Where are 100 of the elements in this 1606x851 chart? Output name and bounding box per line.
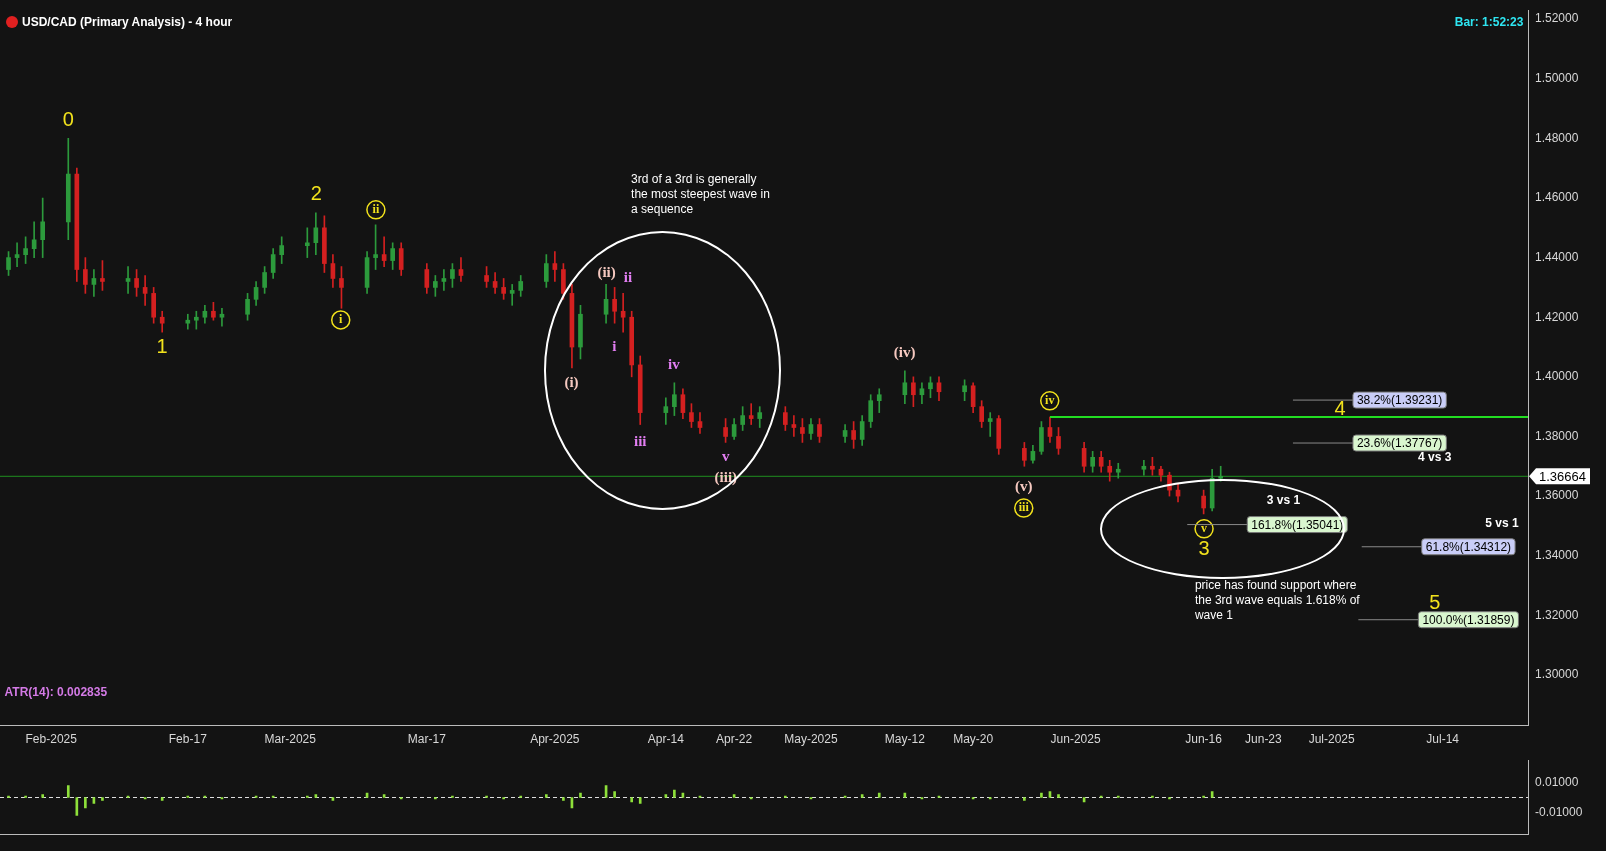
candlestick: [14, 242, 20, 267]
bar: [749, 797, 753, 800]
x-tick-label: May-12: [884, 732, 926, 747]
bar: [877, 792, 881, 798]
y-tick-label: 1.46000: [1535, 190, 1579, 205]
bar: [784, 795, 787, 798]
candlestick: [219, 307, 225, 327]
annotation: 4 vs 3: [1418, 450, 1452, 465]
y-tick-label: 1.34000: [1535, 548, 1579, 563]
candlestick: [125, 266, 131, 294]
bar: [630, 797, 634, 803]
candlestick: [91, 269, 97, 297]
bar: [613, 791, 616, 798]
annotation: 0: [62, 107, 74, 130]
annotation: iv: [668, 355, 681, 372]
y-tick-label: 1.42000: [1535, 309, 1579, 324]
annotation: Bar: 1:52:23: [1454, 14, 1524, 29]
annotation: (v): [1015, 478, 1033, 496]
bar: [1057, 794, 1060, 798]
candlestick: [381, 236, 387, 267]
candlestick: [304, 227, 310, 258]
x-tick-label: Mar-17: [407, 732, 447, 747]
y-tick-label: -0.01000: [1535, 804, 1583, 819]
bar: [638, 797, 642, 804]
bar: [1023, 797, 1026, 801]
y-tick-label: 1.30000: [1535, 667, 1579, 682]
x-tick-label: May-20: [953, 732, 994, 747]
candlestick: [663, 397, 669, 425]
candlestick: [441, 269, 447, 291]
bar: [399, 797, 403, 800]
bar: [502, 797, 505, 800]
annotation: 3 vs 1: [1266, 493, 1301, 508]
bar: [1151, 795, 1154, 798]
bar: [562, 797, 565, 801]
x-tick-label: Jun-23: [1245, 732, 1283, 747]
annotation: iii: [1018, 500, 1030, 515]
annotation: 2: [310, 182, 322, 205]
bar: [1040, 792, 1043, 798]
bar: [1168, 797, 1171, 800]
bar: [305, 795, 309, 798]
candlestick: [1115, 462, 1121, 479]
annotation: (iv): [893, 343, 916, 361]
annotation: 3: [1198, 537, 1210, 560]
annotation: iii: [633, 433, 647, 450]
bar: [160, 797, 164, 801]
annotation: (iii): [714, 468, 738, 486]
annotation: 61.8%(1.34312): [1425, 540, 1512, 555]
x-tick-label: Apr-14: [647, 732, 685, 747]
bar: [66, 785, 70, 798]
candlestick: [552, 251, 558, 282]
annotation: i: [339, 312, 344, 327]
bar: [519, 795, 523, 798]
annotation: (ii): [597, 263, 616, 281]
y-tick-label: 1.36000: [1535, 488, 1579, 503]
bar: [186, 795, 190, 798]
candlestick: [987, 412, 993, 437]
x-tick-label: Jun-16: [1185, 732, 1223, 747]
candlestick: [509, 284, 515, 306]
bar: [24, 795, 27, 798]
bar: [1116, 795, 1120, 798]
x-tick-label: Jul-2025: [1308, 732, 1356, 747]
bar: [434, 797, 437, 800]
bar: [1202, 795, 1205, 798]
annotation: v: [722, 448, 731, 465]
ref-line-label: 1.36664: [1539, 468, 1586, 484]
candlestick: [142, 275, 148, 306]
bar: [84, 797, 87, 809]
bar: [75, 797, 79, 816]
annotation: 5 vs 1: [1485, 516, 1520, 531]
chart-title: USD/CAD (Primary Analysis) - 4 hour: [22, 14, 233, 29]
bar: [579, 792, 582, 798]
bar: [1099, 795, 1103, 798]
x-tick-label: Jun-2025: [1050, 732, 1101, 747]
candlestick: [620, 293, 626, 333]
y-tick-label: 1.32000: [1535, 607, 1579, 622]
x-tick-label: Feb-17: [168, 732, 208, 747]
bar: [673, 789, 676, 798]
y-tick-label: 1.40000: [1535, 369, 1579, 384]
y-tick-label: 0.01000: [1535, 774, 1579, 789]
annotation: price has found support where the 3rd wave equals 1.618% of wave 1: [1193, 577, 1361, 622]
bar: [7, 795, 10, 798]
x-tick-label: May-2025: [784, 732, 838, 747]
y-tick-label: 1.38000: [1535, 428, 1579, 443]
annotation: (i): [564, 373, 579, 391]
annotation: iv: [1045, 392, 1055, 407]
candlestick: [791, 415, 797, 437]
annotation: 161.8%(1.35041): [1251, 517, 1344, 532]
bar: [41, 794, 45, 798]
annotation: ii: [623, 269, 633, 286]
bar: [544, 794, 548, 798]
annotation: 4: [1334, 396, 1346, 419]
y-tick-label: 1.44000: [1535, 249, 1579, 264]
annotation: i: [612, 338, 617, 355]
y-tick-label: 1.50000: [1535, 71, 1579, 86]
annotation: ii: [372, 201, 380, 216]
x-tick-label: Mar-2025: [264, 732, 317, 747]
bar: [485, 795, 488, 798]
y-tick-label: 1.48000: [1535, 130, 1579, 145]
x-tick-label: Apr-2025: [530, 732, 580, 747]
annotation: 3rd of a 3rd is generally the most steepest wave in a sequence: [631, 172, 770, 217]
